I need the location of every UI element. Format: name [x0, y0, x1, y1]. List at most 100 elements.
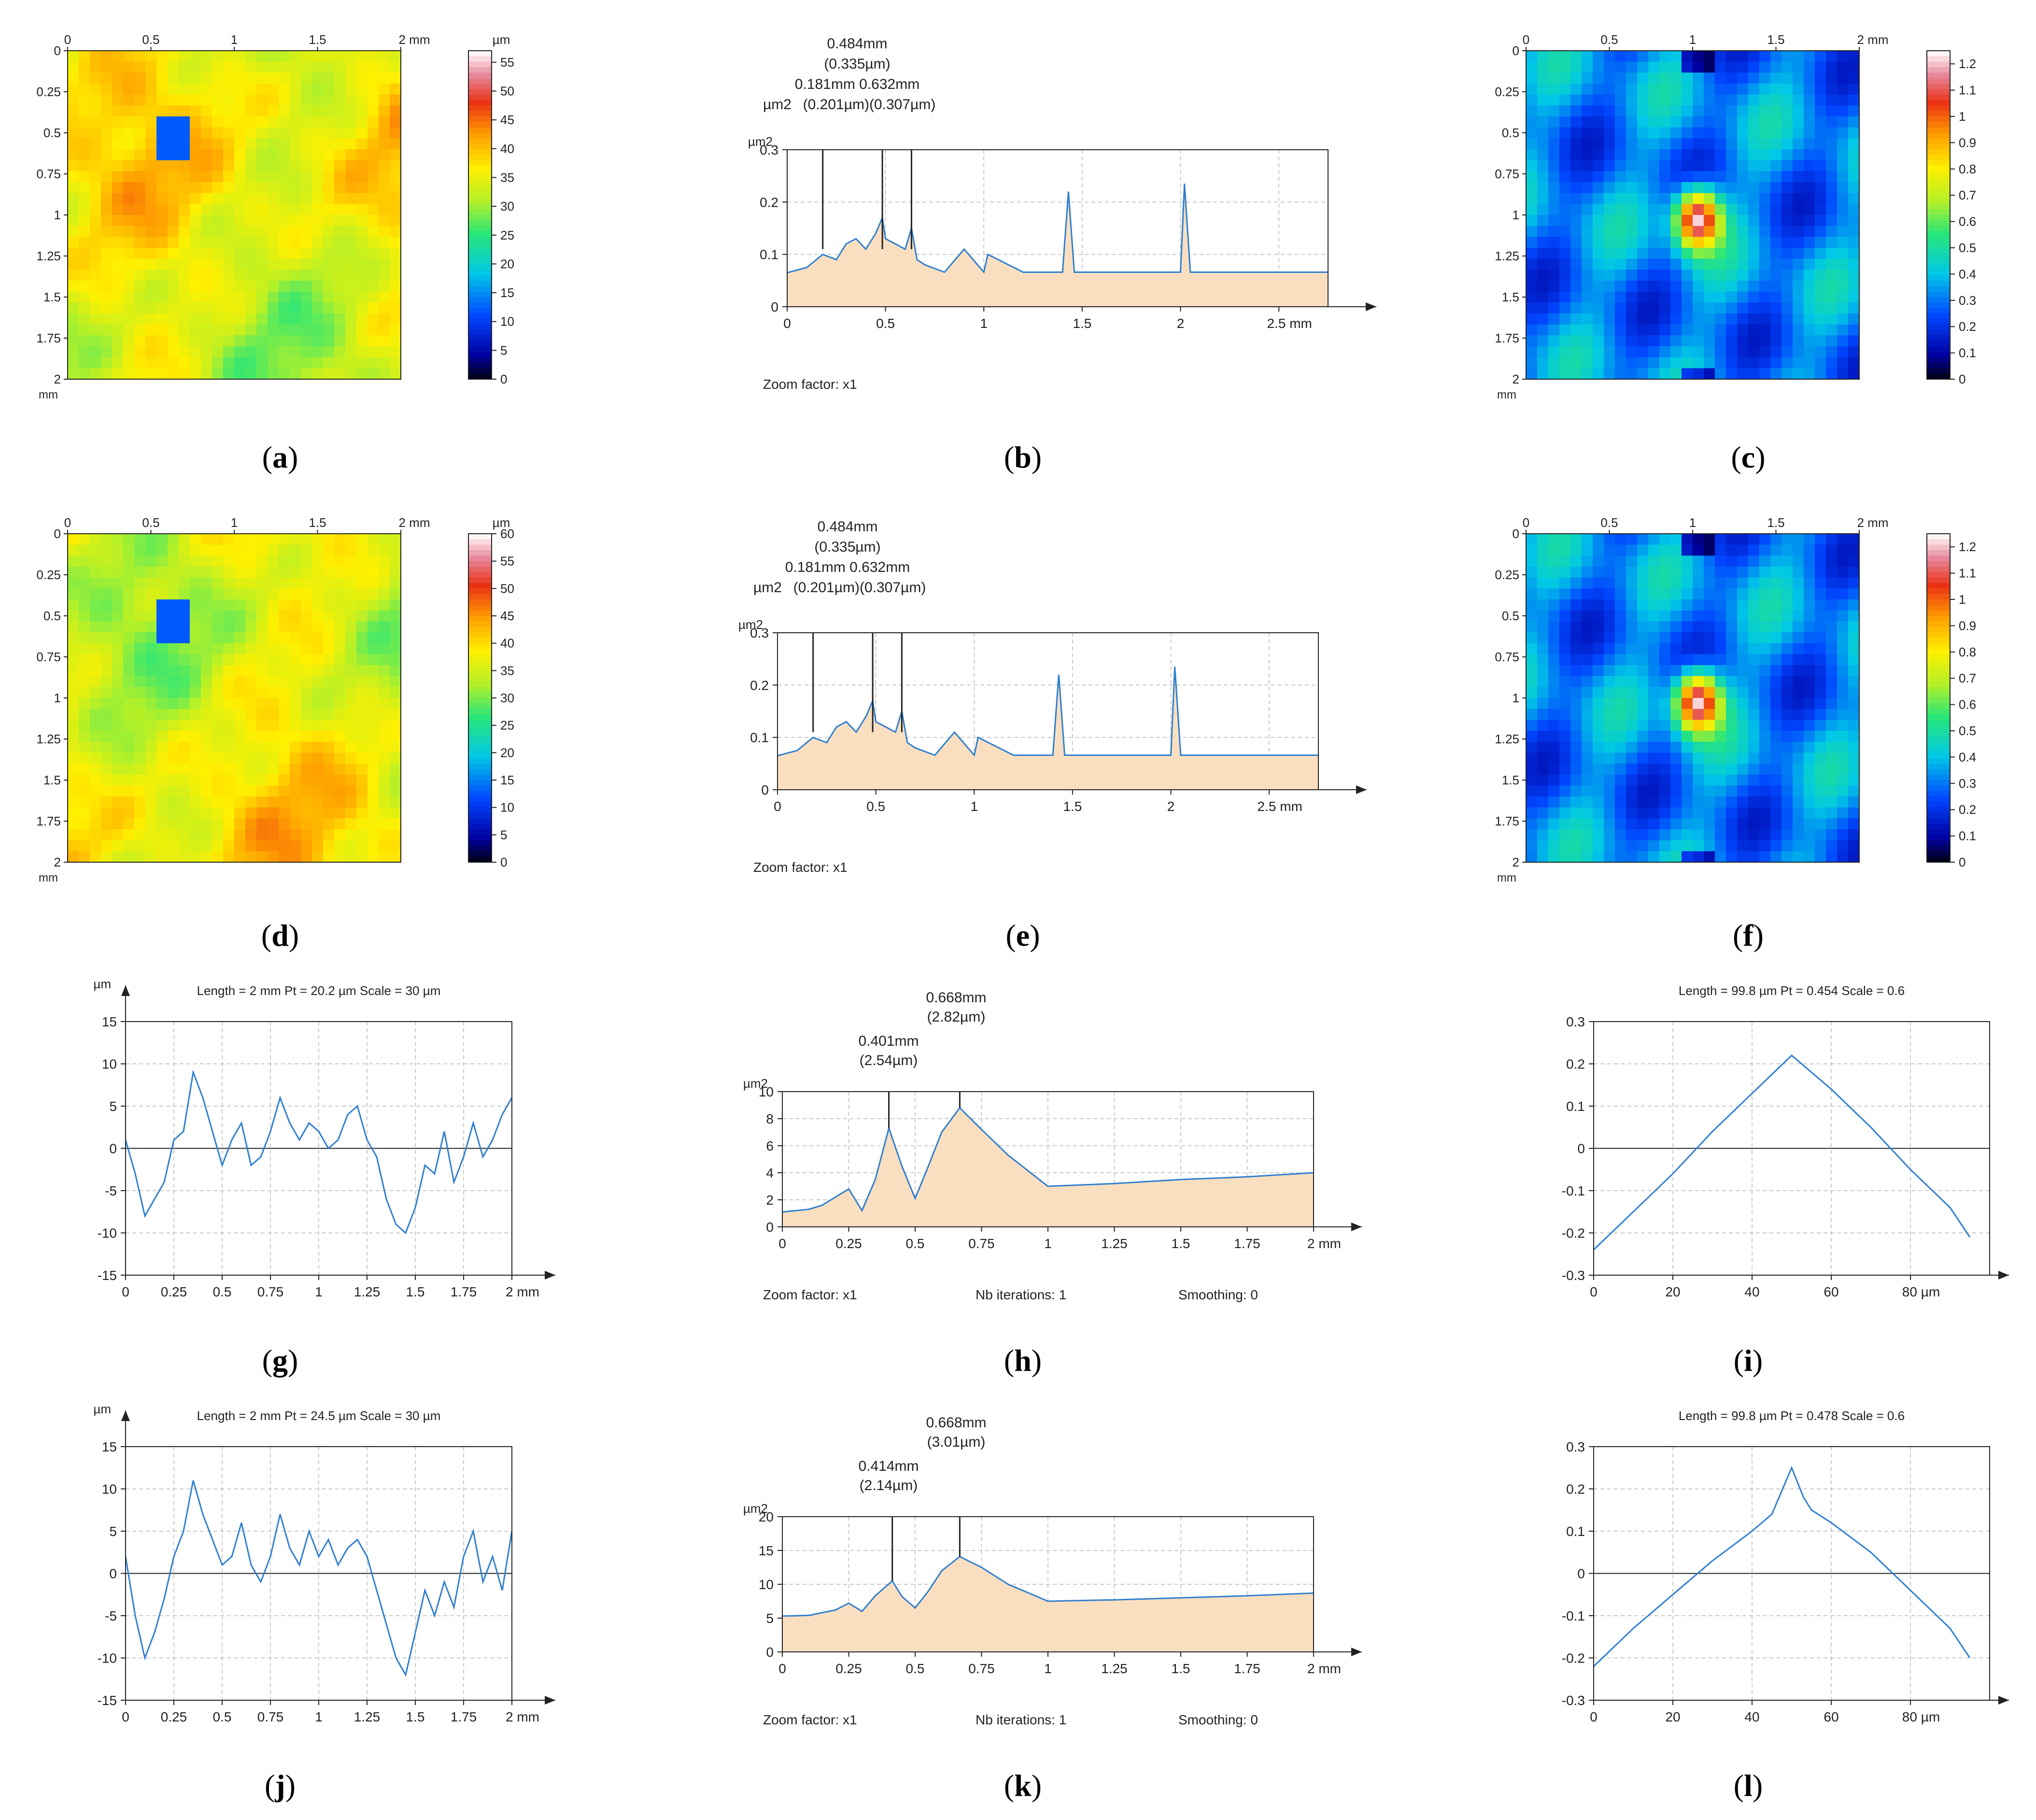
- map-cell: [68, 335, 79, 347]
- map-cell: [1548, 258, 1560, 270]
- caption-i: (i): [1733, 1343, 1763, 1378]
- map-cell: [1793, 346, 1804, 358]
- y-tick-label: 0: [766, 1645, 774, 1660]
- profile-j: 0 0.25 0.5 0.75 1 1.25 1.5 1.75 2 mm151050-5-10-…: [93, 1402, 555, 1724]
- map-cell: [379, 171, 390, 183]
- map-cell: [1570, 764, 1582, 775]
- y-tick-label: 1.25: [36, 732, 61, 746]
- map-cell: [323, 270, 335, 281]
- map-cell: [179, 621, 190, 633]
- map-cell: [1659, 116, 1671, 128]
- map-cell: [223, 171, 235, 183]
- x-tick-label: 40: [1744, 1284, 1759, 1299]
- map-cell: [190, 555, 201, 567]
- map-cell: [1593, 291, 1604, 303]
- map-cell: [1648, 818, 1660, 830]
- map-cell: [1548, 807, 1560, 819]
- map-cell: [301, 698, 312, 710]
- map-cell: [1837, 632, 1849, 644]
- map-cell: [1659, 335, 1671, 347]
- x-tick-label: 0.75: [968, 1236, 995, 1251]
- map-cell: [1604, 127, 1615, 139]
- map-cell: [1715, 204, 1726, 215]
- map-cell: [379, 61, 390, 73]
- map-cell: [1782, 237, 1793, 248]
- y-tick-label: 0.75: [1495, 167, 1519, 181]
- map-cell: [268, 687, 279, 698]
- map-cell: [1715, 193, 1726, 205]
- map-cell: [1537, 698, 1549, 710]
- colorbar-segment: [468, 291, 492, 298]
- map-cell: [212, 204, 224, 215]
- map-cell: [290, 346, 301, 358]
- map-cell: [1782, 720, 1793, 731]
- map-cell: [156, 676, 168, 688]
- map-cell: [112, 555, 124, 567]
- map-cell: [1682, 621, 1693, 633]
- map-cell: [1726, 105, 1738, 117]
- map-cell: [234, 840, 246, 852]
- map-cell: [101, 665, 113, 677]
- x-tick-label: 0.25: [161, 1284, 187, 1299]
- map-cell: [1593, 676, 1604, 688]
- map-cell: [379, 774, 390, 786]
- map-cell: [279, 182, 290, 194]
- colorbar-segment: [1927, 555, 1950, 562]
- map-cell: [1548, 829, 1560, 841]
- map-cell: [379, 709, 390, 721]
- map-cell: [1693, 204, 1704, 215]
- map-cell: [1782, 753, 1793, 764]
- map-cell: [1559, 567, 1571, 578]
- map-cell: [1759, 346, 1771, 358]
- colorbar-segment: [468, 802, 492, 808]
- map-cell: [1659, 94, 1671, 106]
- map-cell: [1626, 741, 1638, 754]
- map-cell: [145, 127, 157, 139]
- spectrum-fill: [787, 184, 1328, 307]
- map-cell: [1693, 687, 1704, 698]
- map-cell: [79, 544, 90, 556]
- colorbar-tick-label: 40: [500, 142, 514, 156]
- map-cell: [1670, 72, 1682, 84]
- map-cell: [379, 753, 390, 764]
- map-cell: [1770, 84, 1782, 95]
- map-cell: [1804, 534, 1815, 545]
- map-cell: [1748, 94, 1760, 106]
- map-cell: [1559, 588, 1571, 600]
- map-cell: [1737, 643, 1749, 655]
- map-cell: [368, 61, 379, 73]
- map-cell: [1782, 534, 1793, 545]
- map-cell: [1537, 51, 1549, 62]
- map-cell: [301, 709, 312, 721]
- map-cell: [1815, 281, 1826, 292]
- map-cell: [201, 774, 212, 786]
- map-cell: [390, 785, 401, 797]
- map-cell: [179, 116, 190, 128]
- map-cell: [1648, 204, 1660, 215]
- map-cell: [312, 764, 324, 775]
- map-cell: [1815, 193, 1826, 205]
- map-cell: [1604, 741, 1615, 754]
- map-cell: [1737, 610, 1749, 622]
- map-cell: [156, 105, 168, 117]
- map-cell: [1637, 149, 1649, 161]
- colorbar-segment: [1927, 302, 1950, 309]
- map-cell: [1782, 774, 1793, 786]
- map-cell: [1704, 72, 1715, 84]
- map-cell: [1837, 610, 1849, 622]
- map-cell: [301, 610, 312, 622]
- map-cell: [1604, 654, 1615, 666]
- x-tick-label: 1.75: [451, 1284, 477, 1299]
- map-cell: [1815, 599, 1826, 611]
- map-cell: [1748, 665, 1760, 677]
- map-cell: [190, 248, 201, 259]
- map-cell: [212, 291, 224, 303]
- map-cell: [190, 171, 201, 183]
- map-cell: [1548, 116, 1560, 128]
- map-cell: [1770, 654, 1782, 666]
- map-cell: [1737, 248, 1749, 259]
- map-cell: [1737, 621, 1749, 633]
- map-cell: [1815, 182, 1826, 194]
- map-cell: [1837, 127, 1849, 139]
- map-cell: [145, 687, 157, 698]
